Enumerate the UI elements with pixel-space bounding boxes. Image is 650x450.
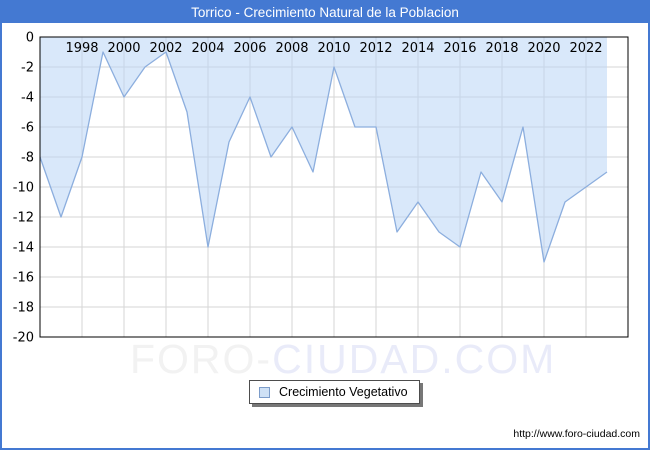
svg-text:2010: 2010: [317, 41, 350, 56]
page-title: Torrico - Crecimiento Natural de la Pobl…: [191, 5, 459, 20]
svg-text:-6: -6: [21, 121, 34, 136]
svg-text:-14: -14: [13, 241, 34, 256]
svg-text:-4: -4: [21, 91, 34, 106]
svg-text:2022: 2022: [569, 41, 602, 56]
svg-text:2002: 2002: [149, 41, 182, 56]
svg-text:-10: -10: [13, 181, 34, 196]
svg-text:2016: 2016: [443, 41, 476, 56]
legend-swatch-icon: [259, 386, 270, 398]
svg-text:2004: 2004: [191, 41, 224, 56]
title-bar: Torrico - Crecimiento Natural de la Pobl…: [2, 2, 648, 23]
svg-text:-18: -18: [13, 301, 34, 316]
svg-text:2006: 2006: [233, 41, 266, 56]
svg-text:-16: -16: [13, 271, 34, 286]
legend-label: Crecimiento Vegetativo: [279, 385, 408, 399]
svg-text:2020: 2020: [527, 41, 560, 56]
svg-text:2018: 2018: [485, 41, 518, 56]
svg-text:0: 0: [26, 31, 34, 46]
svg-text:1998: 1998: [65, 41, 98, 56]
svg-text:2012: 2012: [359, 41, 392, 56]
svg-text:2008: 2008: [275, 41, 308, 56]
svg-text:-12: -12: [13, 211, 34, 226]
svg-text:2000: 2000: [107, 41, 140, 56]
svg-text:-2: -2: [21, 61, 34, 76]
svg-text:-20: -20: [13, 331, 34, 346]
svg-text:2014: 2014: [401, 41, 434, 56]
svg-text:-8: -8: [21, 151, 34, 166]
legend: Crecimiento Vegetativo: [249, 380, 420, 404]
footer-url: http://www.foro-ciudad.com: [513, 428, 640, 440]
